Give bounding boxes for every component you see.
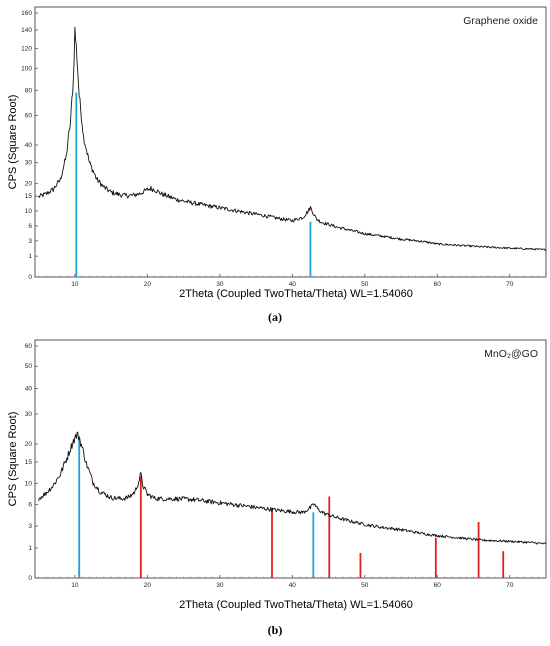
- panel-a-y-tick-label: 60: [25, 112, 33, 119]
- panel-b-x-tick-label: 50: [361, 582, 369, 589]
- panel-b-y-tick-label: 10: [25, 480, 33, 487]
- panel-a-y-tick-label: 15: [25, 193, 33, 200]
- panel-b-y-tick-label: 60: [25, 343, 33, 350]
- panel-b-caption: (b): [268, 623, 283, 637]
- panel-b-x-tick-label: 60: [434, 582, 442, 589]
- panel-a-x-axis-label: 2Theta (Coupled TwoTheta/Theta) WL=1.540…: [179, 288, 413, 300]
- panel-b-y-tick-label: 20: [25, 441, 33, 448]
- panel-b-x-axis-label: 2Theta (Coupled TwoTheta/Theta) WL=1.540…: [179, 599, 413, 611]
- panel-a-chart: Graphene oxide CPS (Square Root) 2Theta …: [7, 6, 547, 324]
- panel-b-y-tick-label: 50: [25, 363, 33, 370]
- panel-a-y-tick-label: 1: [28, 253, 32, 260]
- panel-a-y-tick-label: 100: [21, 65, 32, 72]
- panel-b-y-tick-label: 0: [28, 575, 32, 582]
- panel-b-x-tick-label: 70: [506, 582, 514, 589]
- panel-a-x-tick-label: 50: [361, 281, 369, 288]
- panel-b-x-tick-label: 10: [71, 582, 79, 589]
- panel-b-diffraction-pattern-line: [38, 431, 547, 545]
- panel-a-y-tick-label: 0: [28, 274, 32, 281]
- panel-a-x-tick-label: 40: [289, 281, 297, 288]
- panel-a-y-tick-label: 10: [25, 208, 33, 215]
- panel-b-x-tick-label: 40: [289, 582, 297, 589]
- panel-a-y-tick-label: 120: [21, 45, 32, 52]
- panel-a-x-tick-label: 70: [506, 281, 514, 288]
- panel-b-chart: MnO₂@GO CPS (Square Root) 2Theta (Couple…: [7, 339, 547, 637]
- panel-a-y-tick-label: 160: [21, 10, 32, 17]
- panel-b-y-tick-label: 6: [28, 502, 32, 509]
- panel-a-y-tick-label: 6: [28, 223, 32, 230]
- panel-a-y-tick-label: 40: [25, 142, 33, 149]
- panel-b-legend-label: MnO₂@GO: [484, 348, 538, 360]
- panel-a-x-tick-label: 60: [434, 281, 442, 288]
- panel-a-diffraction-pattern-line: [38, 26, 547, 252]
- panel-a-plot-frame: [34, 6, 547, 278]
- panel-b-y-tick-label: 40: [25, 386, 33, 393]
- panel-a-y-tick-label: 30: [25, 160, 33, 167]
- panel-b-y-axis-label: CPS (Square Root): [7, 412, 19, 507]
- panel-a-y-axis-label: CPS (Square Root): [7, 95, 19, 190]
- panel-b-x-tick-label: 30: [216, 582, 224, 589]
- panel-a-x-tick-label: 30: [216, 281, 224, 288]
- panel-b-y-tick-label: 15: [25, 459, 33, 466]
- panel-b-y-tick-label: 1: [28, 545, 32, 552]
- panel-a-y-tick-label: 3: [28, 238, 32, 245]
- panel-b-x-tick-label: 20: [144, 582, 152, 589]
- panel-b-y-tick-label: 3: [28, 523, 32, 530]
- panel-a-legend-label: Graphene oxide: [463, 15, 538, 27]
- panel-a-y-tick-label: 20: [25, 181, 33, 188]
- panel-a-y-tick-label: 80: [25, 87, 33, 94]
- panel-b-y-tick-label: 30: [25, 411, 33, 418]
- panel-b-plot-frame: [34, 339, 547, 579]
- panel-a-x-tick-label: 20: [144, 281, 152, 288]
- panel-a-x-tick-label: 10: [71, 281, 79, 288]
- panel-a-y-tick-label: 140: [21, 27, 32, 34]
- panel-a-caption: (a): [268, 310, 282, 324]
